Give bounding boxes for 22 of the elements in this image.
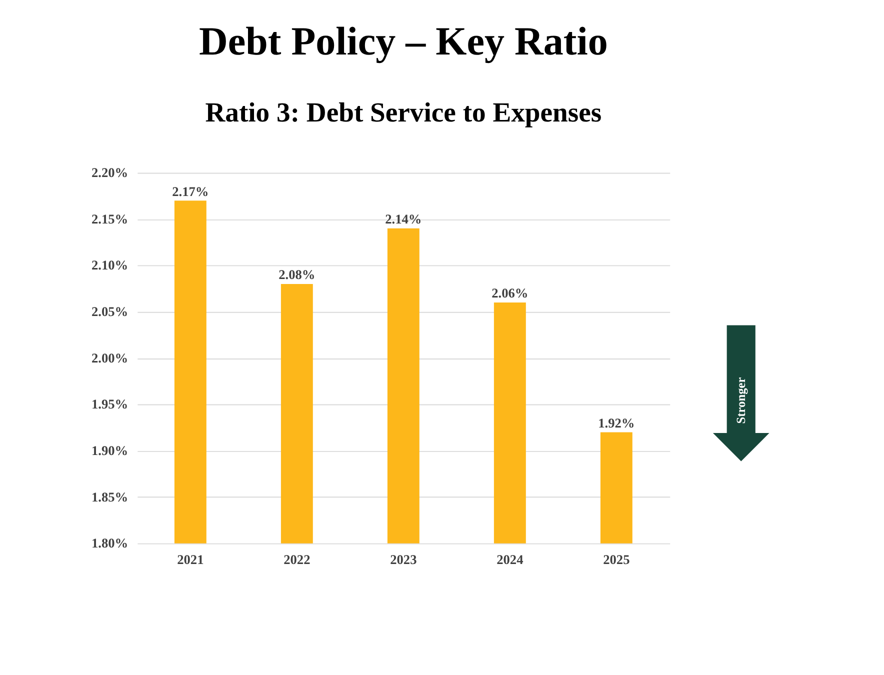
data-label: 1.92%: [598, 415, 635, 430]
x-tick-label: 2024: [496, 552, 524, 567]
y-tick-label: 2.10%: [91, 258, 128, 273]
data-label: 2.14%: [385, 212, 422, 227]
y-tick-label: 1.90%: [91, 443, 128, 458]
x-tick-label: 2025: [603, 552, 630, 567]
data-label: 2.17%: [172, 184, 209, 199]
y-tick-label: 1.85%: [91, 489, 128, 504]
y-tick-label: 1.95%: [91, 396, 128, 412]
data-label: 2.08%: [278, 267, 316, 282]
x-tick-label: 2023: [390, 552, 418, 567]
x-tick-label: 2021: [177, 552, 204, 567]
y-tick-label: 2.05%: [91, 304, 128, 320]
y-tick-label: 2.20%: [91, 165, 128, 180]
chart-title: Debt Policy – Key Ratio: [199, 18, 608, 64]
text: Stronger: [734, 376, 748, 424]
y-tick-label: 2.00%: [91, 350, 128, 366]
y-tick-label: 2.15%: [91, 211, 128, 226]
y-tick-label: 1.80%: [91, 536, 128, 551]
chart-subtitle: Ratio 3: Debt Service to Expenses: [205, 96, 602, 128]
data-label: 2.06%: [492, 286, 528, 301]
x-tick-label: 2022: [284, 552, 311, 567]
